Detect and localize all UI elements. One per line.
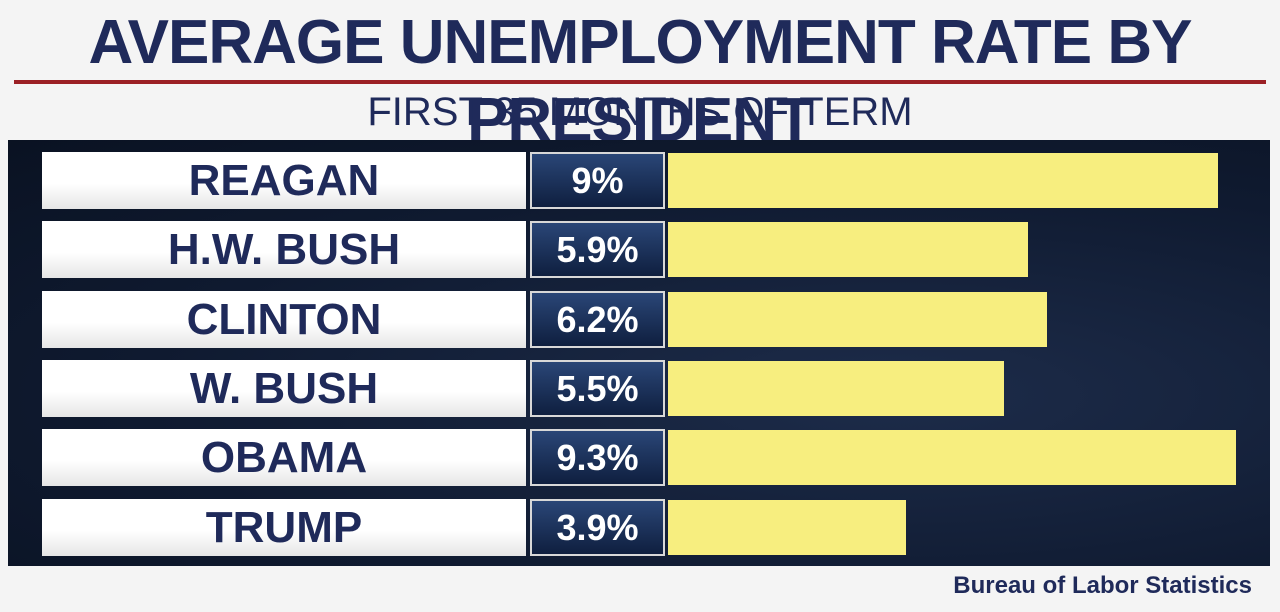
bar-row: CLINTON 6.2% (0, 291, 1280, 349)
source-credit: Bureau of Labor Statistics (953, 572, 1252, 599)
bar (668, 153, 1218, 208)
bar (668, 430, 1236, 485)
title-rule (14, 80, 1266, 84)
bar (668, 500, 906, 555)
value-label: 6.2% (530, 291, 665, 348)
chart-panel (8, 140, 1270, 566)
bar (668, 292, 1047, 347)
category-label: REAGAN (42, 152, 526, 209)
value-label: 5.9% (530, 221, 665, 278)
value-label: 9% (530, 152, 665, 209)
bar-row: OBAMA 9.3% (0, 429, 1280, 487)
bar-row: W. BUSH 5.5% (0, 360, 1280, 418)
value-label: 9.3% (530, 429, 665, 486)
category-label: W. BUSH (42, 360, 526, 417)
value-label: 3.9% (530, 499, 665, 556)
chart-subtitle: FIRST 35 MONTHS OF TERM (367, 90, 913, 134)
bar-row: REAGAN 9% (0, 152, 1280, 210)
category-label: OBAMA (42, 429, 526, 486)
bar-row: TRUMP 3.9% (0, 499, 1280, 557)
category-label: H.W. BUSH (42, 221, 526, 278)
bar-row: H.W. BUSH 5.9% (0, 221, 1280, 279)
chart-title: AVERAGE UNEMPLOYMENT RATE BY PRESIDENT (88, 8, 1193, 155)
category-label: TRUMP (42, 499, 526, 556)
bar (668, 361, 1004, 416)
value-label: 5.5% (530, 360, 665, 417)
bar (668, 222, 1028, 277)
category-label: CLINTON (42, 291, 526, 348)
